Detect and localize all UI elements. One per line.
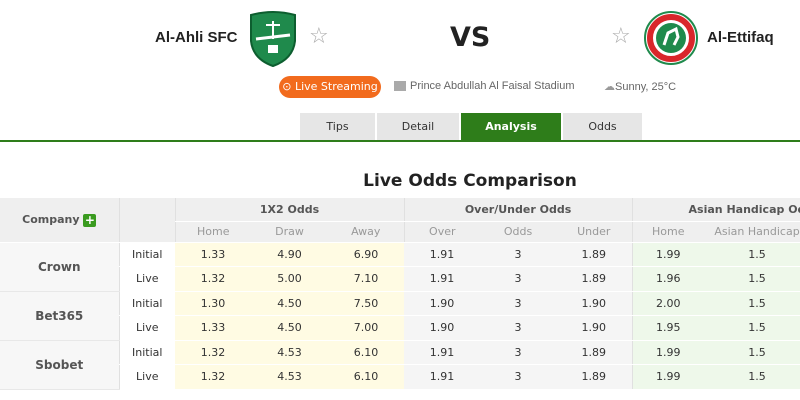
tab-analysis[interactable]: Analysis: [461, 113, 561, 141]
odds-cell: 1.33: [175, 315, 251, 341]
odds-cell: 3: [480, 315, 557, 341]
odds-type: Initial: [118, 340, 175, 365]
odds-cell: 1.91: [404, 266, 481, 292]
tab-tips[interactable]: Tips: [300, 113, 375, 141]
cloud-sun-icon: ☁: [604, 81, 615, 93]
odds-cell: 1.91: [404, 340, 481, 365]
odds-cell: 1.91: [404, 242, 481, 267]
subheader: Away: [328, 221, 405, 243]
table-row: Live 1.32 5.00 7.10 1.91 3 1.89 1.96 1.5: [0, 266, 800, 292]
odds-cell: 1.95: [631, 315, 705, 341]
odds-cell: 1.89: [556, 340, 633, 365]
company-header: Company +: [0, 198, 119, 243]
odds-cell: 6.10: [328, 364, 405, 390]
table-row: Live 1.33 4.50 7.00 1.90 3 1.90 1.95 1.5: [0, 315, 800, 341]
favorite-home-star-icon[interactable]: ☆: [309, 24, 329, 49]
live-streaming-button[interactable]: ⊙ Live Streaming: [279, 76, 381, 98]
odds-cell: 3: [480, 242, 557, 267]
section-title: Live Odds Comparison: [363, 171, 577, 191]
add-company-icon[interactable]: +: [83, 212, 97, 227]
odds-cell: 1.33: [175, 242, 251, 267]
odds-cell: 1.90: [556, 315, 633, 341]
odds-cell: 7.10: [328, 266, 405, 292]
odds-cell: 2.00: [631, 291, 705, 316]
live-streaming-label: Live Streaming: [294, 80, 378, 93]
odds-cell: 4.53: [251, 364, 328, 390]
subheader: Odds: [480, 221, 557, 243]
subheader: Home: [631, 221, 705, 243]
odds-cell: 1.99: [631, 364, 705, 390]
odds-cell: 1.5: [704, 340, 800, 365]
vs-label: VS: [450, 22, 491, 53]
odds-type: Initial: [118, 242, 175, 267]
odds-cell: 4.90: [251, 242, 328, 267]
odds-cell: 1.90: [404, 315, 481, 341]
subheader: Under: [556, 221, 633, 243]
odds-cell: 1.89: [556, 242, 633, 267]
odds-cell: 3: [480, 266, 557, 292]
odds-cell: 3: [480, 340, 557, 365]
odds-cell: 4.53: [251, 340, 328, 365]
odds-cell: 1.5: [704, 266, 800, 292]
group-1x2: 1X2 Odds: [174, 198, 405, 222]
odds-cell: 1.96: [631, 266, 705, 292]
stadium-info: Prince Abdullah Al Faisal Stadium: [394, 80, 574, 92]
odds-cell: 7.00: [328, 315, 405, 341]
odds-cell: 7.50: [328, 291, 405, 316]
odds-type: Live: [118, 364, 175, 390]
table-row: Sbobet Initial 1.32 4.53 6.10 1.91 3 1.89 1.99 1.…: [0, 340, 800, 390]
odds-cell: 1.30: [175, 291, 251, 316]
odds-cell: 4.50: [251, 315, 328, 341]
group-asian-handicap: Asian Handicap Odds: [631, 198, 800, 222]
table-row: Crown Initial 1.33 4.90 6.90 1.91 3 1.89 1.99 1.5: [0, 242, 800, 292]
odds-cell: 6.90: [328, 242, 405, 267]
odds-cell: 1.32: [175, 266, 251, 292]
company-name[interactable]: Bet365: [0, 291, 119, 341]
odds-cell: 4.50: [251, 291, 328, 316]
odds-cell: 1.32: [175, 340, 251, 365]
odds-cell: 3: [480, 364, 557, 390]
subheader: Asian Handicap: [704, 221, 800, 243]
away-team-logo: [644, 11, 698, 65]
odds-cell: 1.32: [175, 364, 251, 390]
home-team-logo: [250, 11, 296, 67]
odds-cell: 5.00: [251, 266, 328, 292]
odds-type: Live: [118, 266, 175, 292]
group-over-under: Over/Under Odds: [403, 198, 633, 222]
company-name[interactable]: Sbobet: [0, 340, 119, 390]
odds-cell: 1.99: [631, 340, 705, 365]
odds-cell: 1.5: [704, 242, 800, 267]
subheader: Draw: [251, 221, 328, 243]
odds-cell: 1.5: [704, 315, 800, 341]
odds-table: Company + 1X2 Odds Over/Under Odds Asian…: [0, 198, 800, 390]
play-icon: ⊙: [282, 80, 295, 93]
company-name[interactable]: Crown: [0, 242, 119, 292]
favorite-away-star-icon[interactable]: ☆: [611, 24, 631, 49]
home-team-name[interactable]: Al-Ahli SFC: [155, 29, 238, 46]
odds-cell: 1.90: [556, 291, 633, 316]
odds-cell: 6.10: [328, 340, 405, 365]
odds-cell: 1.91: [404, 364, 481, 390]
table-row: Bet365 Initial 1.30 4.50 7.50 1.90 3 1.90 2.00 1.…: [0, 291, 800, 341]
tab-detail[interactable]: Detail: [377, 113, 459, 141]
away-team-name[interactable]: Al-Ettifaq: [707, 29, 774, 46]
odds-type: Initial: [118, 291, 175, 316]
table-row: Live 1.32 4.53 6.10 1.91 3 1.89 1.99 1.5: [0, 364, 800, 390]
subheader: Home: [174, 221, 251, 243]
odds-cell: 3: [480, 291, 557, 316]
tab-odds[interactable]: Odds: [563, 113, 642, 141]
odds-cell: 1.89: [556, 364, 633, 390]
odds-cell: 1.90: [404, 291, 481, 316]
tab-divider: [0, 140, 800, 142]
stadium-icon: [394, 81, 406, 92]
odds-cell: 1.89: [556, 266, 633, 292]
odds-type: Live: [118, 315, 175, 341]
odds-cell: 1.99: [631, 242, 705, 267]
odds-cell: 1.5: [704, 291, 800, 316]
odds-cell: 1.5: [704, 364, 800, 390]
weather-info: ☁Sunny, 25°C: [604, 81, 677, 93]
subheader: Over: [403, 221, 481, 243]
